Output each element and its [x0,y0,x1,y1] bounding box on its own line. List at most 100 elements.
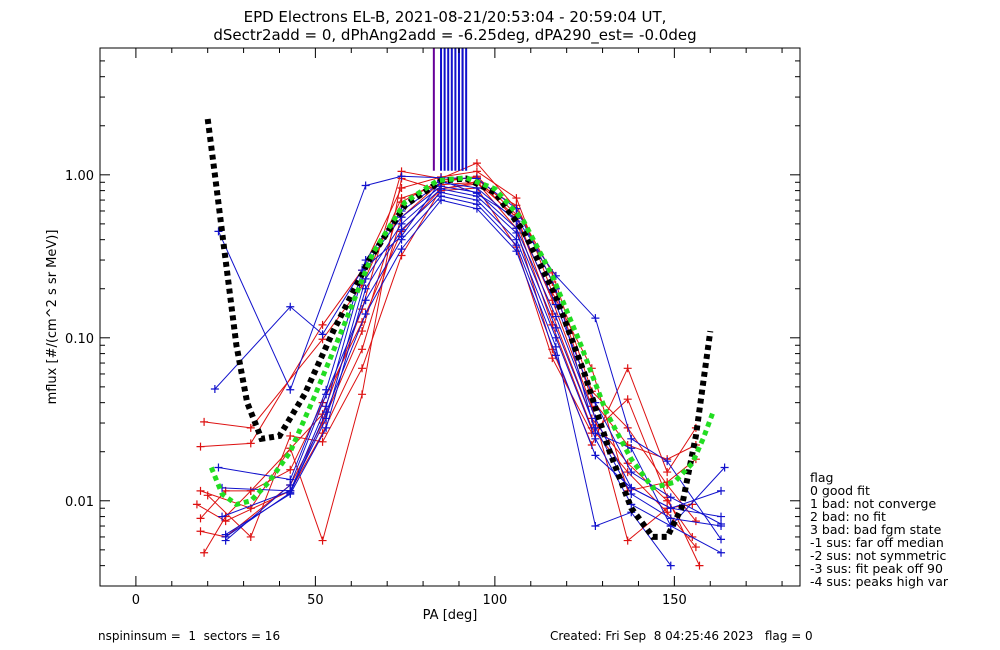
data-point-marker [688,500,697,509]
x-tick-label: 100 [482,593,507,608]
data-point-marker [512,194,521,203]
legend-item: 0 good fit [810,483,870,498]
data-point-marker [512,228,521,237]
data-point-marker [286,302,295,311]
legend-item: 1 bad: not converge [810,496,936,511]
x-tick-label: 150 [662,593,687,608]
data-point-marker [591,423,600,432]
data-point-marker [591,314,600,323]
data-point-marker [318,536,327,545]
fit-curve-black [204,118,714,540]
data-series-blue [214,172,726,557]
series-line [203,162,697,553]
chart-subtitle: dSectr2add = 0, dPhAng2add = -6.25deg, d… [213,26,696,45]
data-point-marker [196,527,205,536]
data-point-marker [623,395,632,404]
legend-item: -3 sus: fit peak off 90 [810,561,943,576]
data-point-marker [717,535,726,544]
data-point-marker [196,514,205,523]
data-point-marker [551,300,560,309]
data-point-marker [358,390,367,399]
legend-item: -4 sus: peaks high var [810,574,949,589]
data-point-marker [397,194,406,203]
data-point-marker [623,536,632,545]
data-series-blue [221,196,726,541]
data-point-marker [318,330,327,339]
data-point-marker [717,512,726,521]
data-point-marker [192,500,201,509]
legend-title: flag [810,470,833,485]
data-point-marker [358,345,367,354]
y-axis: 0.01 0.10 1.00 [65,47,800,587]
data-point-marker [318,437,327,446]
data-point-marker [551,312,560,321]
data-point-marker [591,434,600,443]
data-point-marker [627,434,636,443]
data-point-marker [322,390,331,399]
data-point-marker [358,327,367,336]
x-tick-label: 0 [132,593,140,608]
data-point-marker [196,442,205,451]
data-point-marker [246,423,255,432]
x-axis: 0 50 100 150 [99,48,783,608]
data-point-marker [361,296,370,305]
fit-curve-green [208,175,717,508]
data-point-marker [214,463,223,472]
data-point-marker [695,561,704,570]
data-point-marker [286,480,295,489]
data-point-marker [591,522,600,531]
data-point-marker [666,504,675,513]
data-point-marker [720,463,729,472]
series-line [200,177,697,548]
data-point-marker [246,532,255,541]
data-point-marker [397,245,406,254]
data-point-marker [203,491,212,500]
y-tick-label: 1.00 [65,169,94,184]
footer-left: nspininsum = 1 sectors = 16 [98,629,280,643]
data-point-marker [286,431,295,440]
data-point-marker [318,320,327,329]
data-point-marker [691,517,700,526]
data-point-marker [210,385,219,394]
series-line [218,175,722,554]
data-point-marker [318,429,327,438]
data-point-marker [551,342,560,351]
data-point-marker [196,486,205,495]
data-series-red [200,178,697,545]
data-point-marker [218,512,227,521]
data-point-marker [666,514,675,523]
data-series-blue [221,188,729,539]
data-point-marker [691,543,700,552]
data-point-marker [627,444,636,453]
data-point-marker [397,172,406,181]
data-point-marker [627,468,636,477]
data-point-marker [472,167,481,176]
data-point-marker [397,225,406,234]
chart-title: EPD Electrons EL-B, 2021-08-21/20:53:04 … [244,8,667,26]
x-axis-label: PA [deg] [423,608,478,623]
data-point-marker [361,181,370,190]
series-line [225,195,672,566]
data-point-marker [627,483,636,492]
data-point-marker [200,417,209,426]
data-point-marker [200,548,209,557]
data-point-marker [666,561,675,570]
data-series-red [196,179,700,523]
legend-item: 3 bad: bad fgm state [810,522,942,537]
data-point-marker [512,247,521,256]
legend: flag 0 good fit 1 bad: not converge 2 ba… [810,470,949,589]
data-point-marker [437,196,446,205]
data-point-marker [246,486,255,495]
data-point-marker [666,493,675,502]
data-point-marker [286,385,295,394]
data-point-marker [322,408,331,417]
data-point-marker [717,522,726,531]
data-point-marker [663,457,672,466]
vertical-lines-layer [432,48,468,171]
data-point-marker [623,364,632,373]
y-axis-label: mflux [#/(cm^2 s sr MeV)] [45,230,60,405]
data-point-marker [663,468,672,477]
plot-frame [99,47,801,587]
legend-item: -1 sus: far off median [810,535,944,550]
